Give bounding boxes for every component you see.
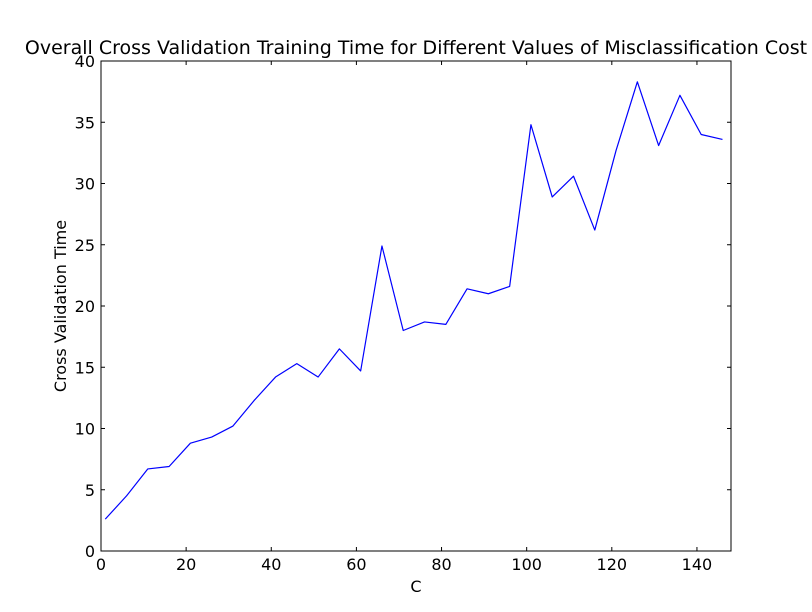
y-tick-label: 20 [75, 297, 95, 316]
y-tick-label: 40 [75, 52, 95, 71]
x-axis-label: C [410, 577, 421, 596]
x-tick-label: 20 [176, 555, 196, 574]
y-tick-label: 0 [85, 542, 95, 561]
chart-title: Overall Cross Validation Training Time f… [25, 37, 807, 59]
y-tick-label: 5 [85, 481, 95, 500]
y-tick-label: 35 [75, 113, 95, 132]
x-tick-label: 0 [96, 555, 106, 574]
x-tick-label: 120 [597, 555, 628, 574]
x-tick-label: 80 [431, 555, 451, 574]
tick-labels-layer: 0 20 40 60 80 100 120 140 0 5 10 15 20 25 30 35 40 [75, 52, 713, 574]
x-tick-label: 100 [511, 555, 542, 574]
series-line [104, 81, 723, 520]
y-tick-label: 10 [75, 420, 95, 439]
plot-area [101, 61, 731, 551]
y-tick-label: 15 [75, 358, 95, 377]
y-tick-label: 25 [75, 236, 95, 255]
x-tick-label: 40 [261, 555, 281, 574]
y-axis-label: Cross Validation Time [51, 220, 70, 392]
x-tick-label: 60 [346, 555, 366, 574]
plot-frame [100, 60, 732, 552]
y-tick-label: 30 [75, 175, 95, 194]
x-tick-label: 140 [682, 555, 713, 574]
series-layer [104, 81, 723, 520]
